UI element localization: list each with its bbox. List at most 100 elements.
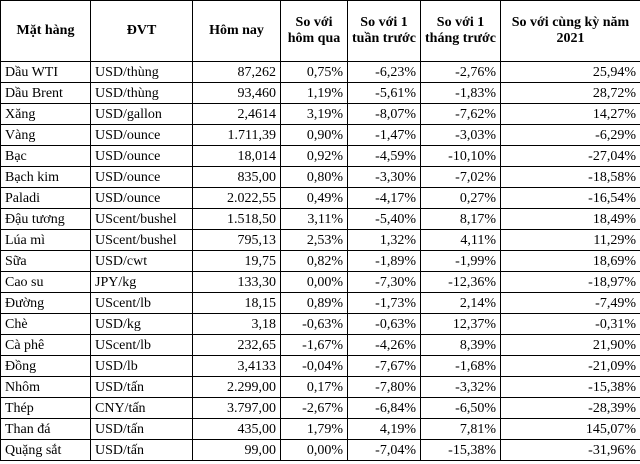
number-cell: 19,75 bbox=[192, 250, 281, 272]
number-cell: 0,82% bbox=[280, 250, 348, 272]
number-cell: -1,73% bbox=[347, 292, 421, 314]
number-cell: -3,03% bbox=[420, 124, 501, 146]
header-cell: ĐVT bbox=[90, 0, 193, 62]
table-row: Than đá USD/tấn 435,00 1,79% 4,19% 7,81% 145,0… bbox=[0, 418, 640, 440]
number-cell: -7,80% bbox=[347, 376, 421, 398]
number-cell: 3,4133 bbox=[192, 355, 281, 377]
table-header: Mặt hàng ĐVT Hôm nay So với hôm qua So với 1… bbox=[0, 0, 640, 62]
number-cell: 7,81% bbox=[420, 418, 501, 440]
table-row: Nhôm USD/tấn 2.299,00 0,17% -7,80% -3,32% -15,… bbox=[0, 376, 640, 398]
number-cell: 1.518,50 bbox=[192, 208, 281, 230]
number-cell: -16,54% bbox=[500, 187, 640, 209]
number-cell: -1,68% bbox=[420, 355, 501, 377]
header-cell: Hôm nay bbox=[192, 0, 281, 62]
number-cell: 8,17% bbox=[420, 208, 501, 230]
number-cell: 3,19% bbox=[280, 103, 348, 125]
text-cell: Đường bbox=[0, 292, 91, 314]
number-cell: -7,67% bbox=[347, 355, 421, 377]
number-cell: -28,39% bbox=[500, 397, 640, 419]
number-cell: 0,90% bbox=[280, 124, 348, 146]
number-cell: 18,014 bbox=[192, 145, 281, 167]
number-cell: -4,26% bbox=[347, 334, 421, 356]
number-cell: -7,30% bbox=[347, 271, 421, 293]
table-row: Quặng sắt USD/tấn 99,00 0,00% -7,04% -15,38% -… bbox=[0, 439, 640, 461]
number-cell: -6,84% bbox=[347, 397, 421, 419]
text-cell: Bạch kim bbox=[0, 166, 91, 188]
number-cell: 2.022,55 bbox=[192, 187, 281, 209]
number-cell: 18,15 bbox=[192, 292, 281, 314]
number-cell: 0,75% bbox=[280, 61, 348, 83]
header-row: Mặt hàng ĐVT Hôm nay So với hôm qua So với 1… bbox=[0, 0, 640, 62]
number-cell: -6,23% bbox=[347, 61, 421, 83]
table-row: Đậu tương UScent/bushel 1.518,50 3,11% -5,40… bbox=[0, 208, 640, 230]
table-row: Bạc USD/ounce 18,014 0,92% -4,59% -10,10% -27,… bbox=[0, 145, 640, 167]
number-cell: 835,00 bbox=[192, 166, 281, 188]
number-cell: 2,14% bbox=[420, 292, 501, 314]
table-row: Vàng USD/ounce 1.711,39 0,90% -1,47% -3,03% -6… bbox=[0, 124, 640, 146]
number-cell: -0,04% bbox=[280, 355, 348, 377]
number-cell: 12,37% bbox=[420, 313, 501, 335]
text-cell: Bạc bbox=[0, 145, 91, 167]
number-cell: -15,38% bbox=[500, 376, 640, 398]
number-cell: -8,07% bbox=[347, 103, 421, 125]
text-cell: Quặng sắt bbox=[0, 439, 91, 461]
text-cell: USD/cwt bbox=[90, 250, 193, 272]
number-cell: -2,76% bbox=[420, 61, 501, 83]
text-cell: JPY/kg bbox=[90, 271, 193, 293]
text-cell: USD/thùng bbox=[90, 82, 193, 104]
number-cell: -0,63% bbox=[347, 313, 421, 335]
number-cell: 3,18 bbox=[192, 313, 281, 335]
text-cell: Dầu WTI bbox=[0, 61, 91, 83]
number-cell: 435,00 bbox=[192, 418, 281, 440]
text-cell: USD/gallon bbox=[90, 103, 193, 125]
number-cell: 0,89% bbox=[280, 292, 348, 314]
text-cell: USD/thùng bbox=[90, 61, 193, 83]
number-cell: 8,39% bbox=[420, 334, 501, 356]
number-cell: 1,79% bbox=[280, 418, 348, 440]
text-cell: USD/ounce bbox=[90, 145, 193, 167]
header-cell: So với 1 tháng trước bbox=[420, 0, 501, 62]
text-cell: Sữa bbox=[0, 250, 91, 272]
number-cell: 133,30 bbox=[192, 271, 281, 293]
number-cell: -7,04% bbox=[347, 439, 421, 461]
table-row: Chè USD/kg 3,18 -0,63% -0,63% 12,37% -0,31% bbox=[0, 313, 640, 335]
number-cell: -7,49% bbox=[500, 292, 640, 314]
number-cell: 4,19% bbox=[347, 418, 421, 440]
text-cell: Dầu Brent bbox=[0, 82, 91, 104]
text-cell: UScent/bushel bbox=[90, 229, 193, 251]
number-cell: 0,00% bbox=[280, 271, 348, 293]
text-cell: USD/ounce bbox=[90, 166, 193, 188]
text-cell: CNY/tấn bbox=[90, 397, 193, 419]
number-cell: 795,13 bbox=[192, 229, 281, 251]
number-cell: 18,49% bbox=[500, 208, 640, 230]
header-cell: Mặt hàng bbox=[0, 0, 91, 62]
text-cell: Cà phê bbox=[0, 334, 91, 356]
number-cell: -1,99% bbox=[420, 250, 501, 272]
number-cell: 2.299,00 bbox=[192, 376, 281, 398]
number-cell: 0,17% bbox=[280, 376, 348, 398]
number-cell: -7,62% bbox=[420, 103, 501, 125]
number-cell: 11,29% bbox=[500, 229, 640, 251]
number-cell: 99,00 bbox=[192, 439, 281, 461]
table-row: Bạch kim USD/ounce 835,00 0,80% -3,30% -7,02%… bbox=[0, 166, 640, 188]
number-cell: -2,67% bbox=[280, 397, 348, 419]
table-row: Dầu WTI USD/thùng 87,262 0,75% -6,23% -2,76% 2… bbox=[0, 61, 640, 83]
number-cell: -1,83% bbox=[420, 82, 501, 104]
header-cell: So với cùng kỳ năm 2021 bbox=[500, 0, 640, 62]
number-cell: -18,58% bbox=[500, 166, 640, 188]
text-cell: Đậu tương bbox=[0, 208, 91, 230]
text-cell: Than đá bbox=[0, 418, 91, 440]
number-cell: 18,69% bbox=[500, 250, 640, 272]
table-row: Lúa mì UScent/bushel 795,13 2,53% 1,32% 4,11%… bbox=[0, 229, 640, 251]
number-cell: 25,94% bbox=[500, 61, 640, 83]
number-cell: -3,30% bbox=[347, 166, 421, 188]
text-cell: Thép bbox=[0, 397, 91, 419]
number-cell: -6,29% bbox=[500, 124, 640, 146]
table-row: Sữa USD/cwt 19,75 0,82% -1,89% -1,99% 18,69% bbox=[0, 250, 640, 272]
table-row: Đồng USD/lb 3,4133 -0,04% -7,67% -1,68% -21,09… bbox=[0, 355, 640, 377]
header-cell: So với hôm qua bbox=[280, 0, 348, 62]
text-cell: Vàng bbox=[0, 124, 91, 146]
number-cell: 2,4614 bbox=[192, 103, 281, 125]
